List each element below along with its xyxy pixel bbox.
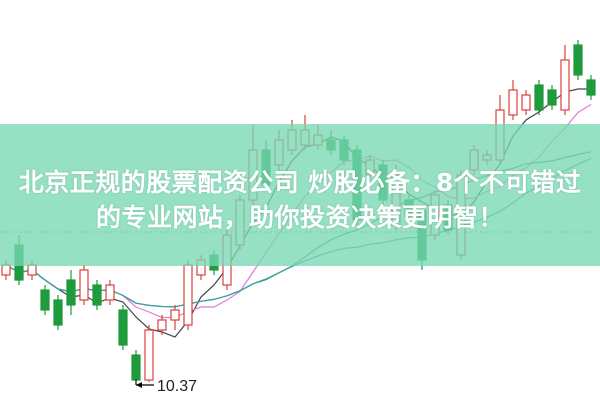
candle-up — [27, 264, 37, 276]
headline-banner — [0, 124, 600, 266]
candle-down — [53, 299, 63, 326]
candle-down — [573, 44, 583, 76]
candle-up — [521, 94, 531, 111]
headline-line-2: 的专业网站，助你投资决策更明智！ — [95, 203, 504, 232]
candle-up — [105, 284, 115, 301]
candle-up — [183, 264, 193, 326]
candle-up — [170, 309, 180, 321]
candle-down — [131, 354, 141, 381]
headline-line-1: 北京正规的股票配资公司 炒股必备：8个不可错过 — [18, 168, 582, 197]
candle-up — [1, 264, 11, 276]
candle-down — [40, 289, 50, 311]
candle-up — [560, 59, 570, 111]
candle-down — [66, 279, 76, 306]
candle-up — [508, 89, 518, 116]
arrow-head-icon — [136, 382, 142, 388]
low-price-label: 10.37 — [157, 378, 197, 395]
candle-down — [547, 89, 557, 106]
candle-up — [157, 319, 167, 331]
candle-down — [118, 309, 128, 346]
candle-down — [586, 79, 596, 96]
candle-up — [144, 329, 154, 381]
candle-up — [79, 269, 89, 301]
candle-down — [92, 284, 102, 306]
candle-down — [534, 84, 544, 111]
